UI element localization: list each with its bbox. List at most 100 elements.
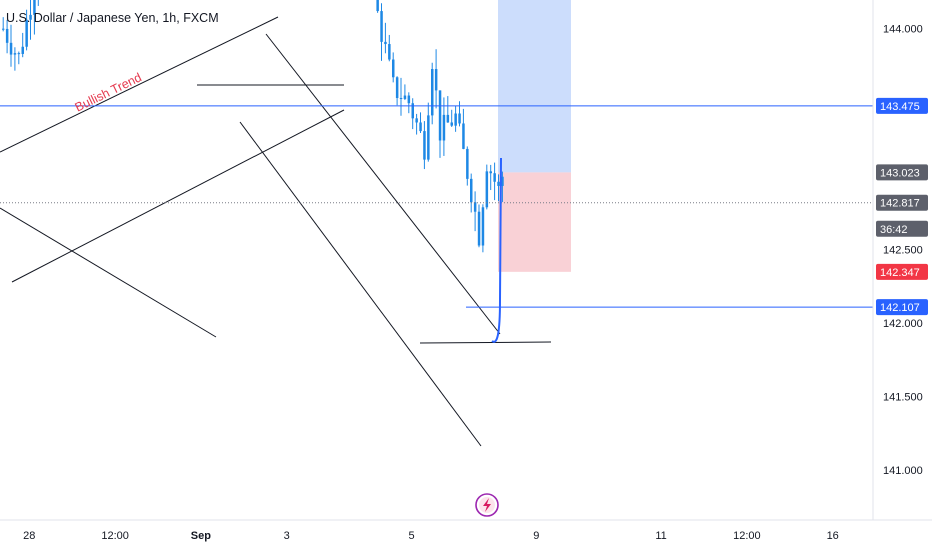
candle (427, 102, 430, 162)
candle-body (9, 42, 13, 55)
candle (423, 121, 426, 170)
candle (481, 204, 485, 253)
candle-body (392, 59, 395, 78)
neckline (419, 341, 552, 344)
time-tick-label: 28 (23, 530, 35, 542)
candle-body (403, 95, 407, 99)
candle (411, 98, 414, 130)
candle (384, 22, 387, 54)
price-tag-bg (876, 194, 928, 211)
candle (403, 84, 407, 101)
candle (497, 174, 500, 202)
price-tick-label: 142.500 (883, 244, 923, 256)
candle-body (419, 122, 422, 132)
candle-body (423, 131, 426, 160)
price-tag-label: 143.475 (880, 101, 920, 113)
time-tick-label: 9 (533, 530, 539, 542)
candle (438, 90, 442, 158)
candle (419, 112, 422, 134)
candle-body (29, 14, 32, 20)
price-tag-bg (876, 97, 928, 114)
price-tag-label: 142.817 (880, 198, 920, 210)
time-tick-label: Sep (191, 530, 211, 542)
price-tag: 143.475 (876, 97, 928, 114)
channel-lower-line (11, 109, 345, 283)
candle-body (462, 123, 465, 149)
candle (442, 97, 446, 156)
candle (17, 51, 21, 65)
price-tag-label: 142.107 (880, 302, 920, 314)
candle (29, 0, 32, 40)
candle (5, 19, 9, 54)
candle-body (415, 118, 418, 123)
time-tick-label: 16 (827, 530, 839, 542)
candle (489, 164, 492, 191)
candle (388, 34, 391, 62)
candle-body (411, 103, 414, 119)
candle (399, 77, 403, 116)
candle-body (399, 98, 403, 100)
candle (470, 173, 473, 213)
price-tags: 146.755145.703143.475143.023142.81736:42… (876, 97, 928, 316)
candle (477, 204, 481, 248)
candle-body (380, 11, 383, 42)
candle-body (470, 178, 473, 203)
candle (431, 62, 434, 125)
candle (9, 24, 13, 67)
candle (501, 171, 504, 203)
time-axis[interactable]: 28 12:00 Sep 3 5 9 11 12:00 16 (23, 530, 839, 542)
time-tick-label: 3 (284, 530, 290, 542)
price-tag-label: 36:42 (880, 224, 908, 236)
target-zone (498, 0, 571, 173)
event-lightning-icon[interactable] (475, 493, 499, 517)
falling-trendline (0, 207, 217, 338)
time-tick-label: 12:00 (101, 530, 129, 542)
price-tag-bg (876, 263, 928, 280)
descending-channel-lower (239, 121, 482, 447)
price-tag-bg (876, 164, 928, 181)
candle-body (17, 53, 21, 55)
candle (2, 17, 5, 32)
candle-body (33, 0, 36, 15)
price-tag-label: 142.347 (880, 267, 920, 279)
candle (407, 92, 411, 114)
price-tick-label: 144.000 (883, 24, 923, 36)
price-tag: 36:42 (876, 220, 928, 237)
candle-body (2, 28, 5, 30)
price-tag-label: 143.023 (880, 167, 920, 179)
candle-body (454, 113, 457, 126)
candle (485, 164, 489, 210)
candle (454, 105, 457, 132)
candle-body (489, 171, 492, 174)
candle (462, 108, 465, 150)
time-tick-label: 5 (408, 530, 414, 542)
candle-body (13, 53, 17, 55)
stop-zone (498, 172, 571, 272)
candle-body (388, 44, 391, 60)
candle (25, 9, 28, 51)
candle-body (438, 90, 442, 141)
candle-body (431, 69, 434, 116)
candle-body (395, 77, 399, 99)
price-tag-bg (876, 299, 928, 316)
candle (21, 32, 24, 58)
candle-body (5, 28, 9, 43)
candle (395, 76, 399, 106)
candle-body (434, 69, 438, 91)
candle-body (384, 41, 387, 45)
descending-channel-upper (265, 33, 501, 335)
candle-body (458, 113, 461, 124)
candle-body (407, 95, 411, 104)
price-tag: 142.817 (876, 194, 928, 211)
candle-body (493, 173, 496, 182)
candle (13, 47, 17, 71)
candle-body (477, 211, 481, 246)
candle (380, 3, 383, 61)
price-tag: 142.107 (876, 299, 928, 316)
candle-body (376, 0, 379, 12)
projection-path (491, 157, 502, 343)
candle-series (2, 0, 504, 253)
candle (450, 109, 453, 127)
candle (415, 113, 418, 135)
